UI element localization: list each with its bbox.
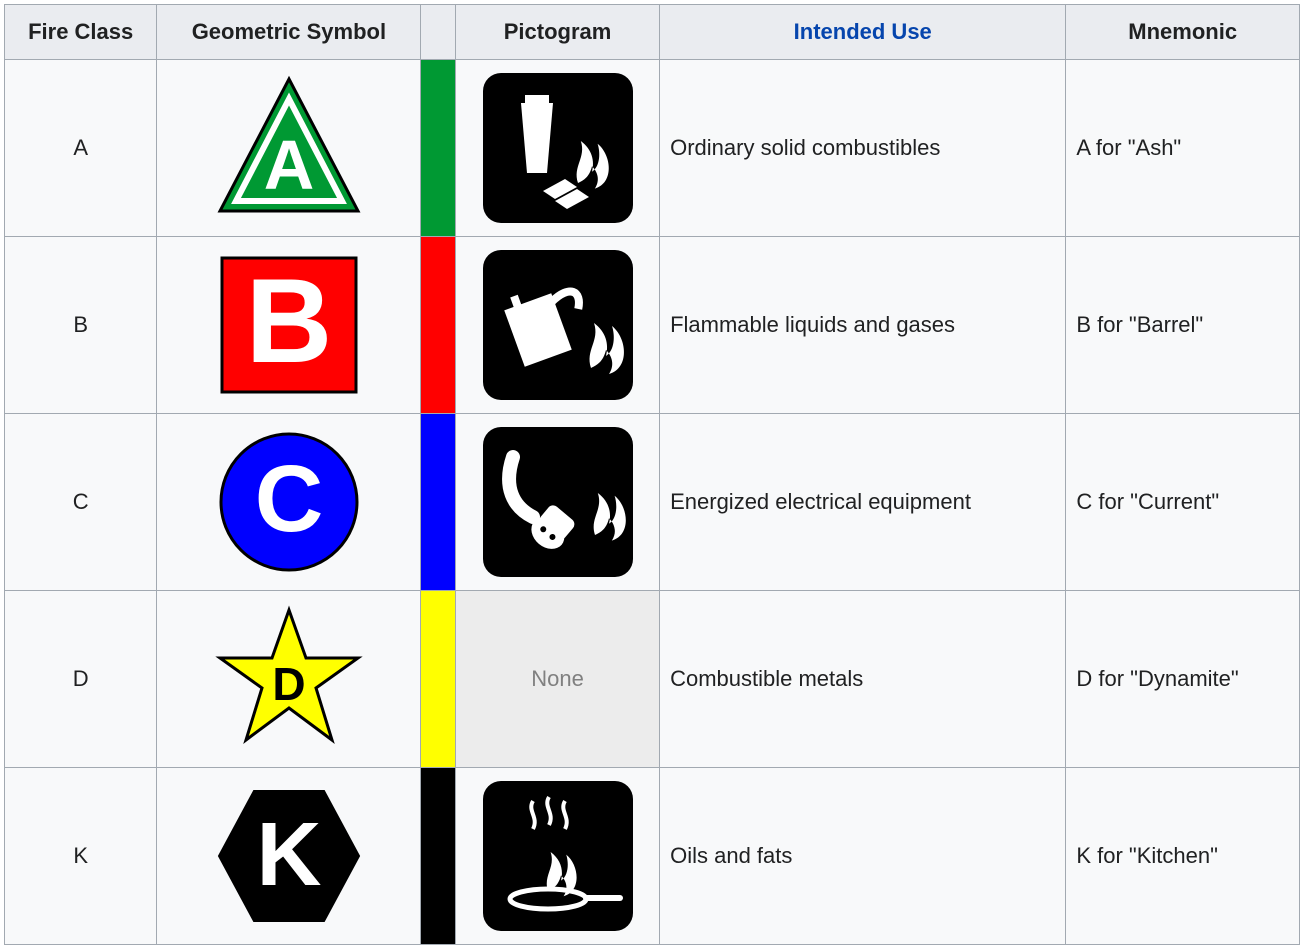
trash-fire-icon — [466, 68, 649, 228]
mnemonic-cell: B for "Barrel" — [1066, 237, 1300, 414]
fire-class-cell: D — [5, 591, 157, 768]
svg-text:D: D — [272, 658, 305, 710]
color-swatch-cell — [421, 414, 456, 591]
pan-fire-icon — [466, 776, 649, 936]
table-row: D D NoneCombustible metalsD for "Dynamit… — [5, 591, 1300, 768]
mnemonic-cell: C for "Current" — [1066, 414, 1300, 591]
table-header-row: Fire Class Geometric Symbol Pictogram In… — [5, 5, 1300, 60]
pictogram-cell — [455, 768, 659, 945]
table-row: A A Ordinary solid combustiblesA for "As… — [5, 60, 1300, 237]
mnemonic-cell: A for "Ash" — [1066, 60, 1300, 237]
fire-class-cell: A — [5, 60, 157, 237]
color-swatch-cell — [421, 768, 456, 945]
svg-text:C: C — [255, 446, 324, 552]
intended-use-cell: Energized electrical equipment — [660, 414, 1066, 591]
header-fire-class: Fire Class — [5, 5, 157, 60]
geometric-symbol-cell: D — [157, 591, 421, 768]
fire-class-cell: K — [5, 768, 157, 945]
can-fire-icon — [466, 245, 649, 405]
fire-class-cell: B — [5, 237, 157, 414]
hexagon-symbol-icon: K — [167, 776, 410, 936]
header-intended-use: Intended Use — [660, 5, 1066, 60]
color-swatch-cell — [421, 591, 456, 768]
square-symbol-icon: B — [167, 245, 410, 405]
svg-text:K: K — [256, 805, 321, 905]
table-row: K K Oils and fatsK for "Kitchen" — [5, 768, 1300, 945]
intended-use-cell: Flammable liquids and gases — [660, 237, 1066, 414]
color-swatch-cell — [421, 237, 456, 414]
mnemonic-cell: K for "Kitchen" — [1066, 768, 1300, 945]
triangle-symbol-icon: A — [167, 68, 410, 228]
intended-use-cell: Oils and fats — [660, 768, 1066, 945]
intended-use-link[interactable]: Intended Use — [794, 19, 932, 44]
circle-symbol-icon: C — [167, 422, 410, 582]
geometric-symbol-cell: K — [157, 768, 421, 945]
table-row: B B Flammable liquids and gasesB for "Ba… — [5, 237, 1300, 414]
pictogram-cell — [455, 414, 659, 591]
header-pictogram: Pictogram — [455, 5, 659, 60]
geometric-symbol-cell: C — [157, 414, 421, 591]
pictogram-none-cell: None — [455, 591, 659, 768]
intended-use-cell: Ordinary solid combustibles — [660, 60, 1066, 237]
header-color — [421, 5, 456, 60]
pictogram-cell — [455, 60, 659, 237]
geometric-symbol-cell: A — [157, 60, 421, 237]
svg-text:A: A — [264, 126, 315, 204]
intended-use-cell: Combustible metals — [660, 591, 1066, 768]
header-mnemonic: Mnemonic — [1066, 5, 1300, 60]
table-row: C C Energized electrical equipmentC for … — [5, 414, 1300, 591]
header-geometric-symbol: Geometric Symbol — [157, 5, 421, 60]
svg-text:B: B — [246, 254, 333, 388]
fire-class-table: Fire Class Geometric Symbol Pictogram In… — [4, 4, 1300, 945]
geometric-symbol-cell: B — [157, 237, 421, 414]
mnemonic-cell: D for "Dynamite" — [1066, 591, 1300, 768]
pictogram-cell — [455, 237, 659, 414]
star-symbol-icon: D — [167, 599, 410, 759]
color-swatch-cell — [421, 60, 456, 237]
plug-fire-icon — [466, 422, 649, 582]
fire-class-cell: C — [5, 414, 157, 591]
